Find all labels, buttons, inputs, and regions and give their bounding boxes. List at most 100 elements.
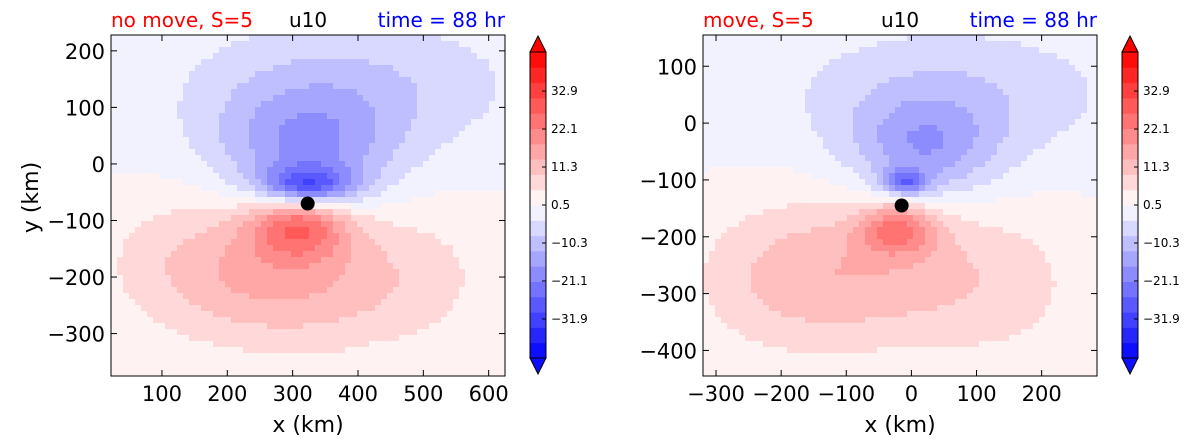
colorbar-level: [530, 266, 546, 282]
x-tick-label: 300: [273, 382, 313, 406]
y-tick-label: −200: [639, 226, 697, 250]
colorbar-level: [1122, 67, 1138, 84]
colorbar-level: [1122, 97, 1138, 114]
colorbar-level: [530, 281, 546, 298]
colorbar: 32.9 22.1 11.3 0.5 −10.3 −21.1 −31.9: [1121, 34, 1180, 376]
colorbar-level: [530, 143, 546, 160]
colorbar-tick-label: 32.9: [551, 84, 578, 98]
y-tick-label: 100: [65, 96, 105, 120]
colorbar-tick-label: −21.1: [1143, 274, 1180, 288]
colorbar-level: [1122, 342, 1138, 359]
colorbar-level: [1122, 189, 1138, 206]
y-tick-label: −100: [639, 169, 697, 193]
colorbar-level: [530, 312, 546, 328]
colorbar-tick-label: −31.9: [1143, 312, 1180, 326]
plot-frame: [702, 34, 1098, 377]
colorbar-tick-label: 11.3: [1143, 160, 1170, 174]
y-tick-label: −200: [47, 266, 105, 290]
colorbar-level: [530, 220, 546, 237]
colorbar: 32.9 22.1 11.3 0.5 −10.3 −21.1 −31.9: [529, 34, 588, 376]
colorbar-extend-max: [529, 34, 547, 53]
panel-1: 100 200 300 400 500 600 200 100 0 −100 −200 −300 no …: [19, 8, 588, 438]
colorbar-level: [1122, 220, 1138, 237]
colorbar-tick-label: −10.3: [551, 236, 588, 250]
title-center: u10: [881, 8, 919, 32]
plot-frame: [110, 34, 506, 377]
colorbar-tick-label: 0.5: [551, 198, 570, 212]
colorbar-level: [1122, 52, 1138, 68]
colorbar-level: [530, 235, 546, 252]
colorbar-level: [1122, 82, 1138, 99]
colorbar-level: [530, 327, 546, 344]
colorbar-level: [530, 159, 546, 175]
colorbar-level: [530, 128, 546, 145]
colorbar-level: [530, 342, 546, 359]
colorbar-level: [1122, 159, 1138, 175]
colorbar-level: [530, 113, 546, 129]
x-tick-label: −100: [817, 382, 875, 406]
colorbar-tick-label: −31.9: [551, 312, 588, 326]
colorbar-level: [1122, 174, 1138, 191]
contour-field: [703, 35, 1097, 376]
colorbar-level: [1122, 296, 1138, 313]
storm-center-marker: [300, 196, 315, 211]
y-tick-label: −300: [639, 283, 697, 307]
colorbar-level: [1122, 281, 1138, 298]
x-tick-label: −200: [752, 382, 810, 406]
colorbar-level: [1122, 250, 1138, 267]
colorbar-level: [530, 97, 546, 114]
colorbar-level: [1122, 128, 1138, 145]
y-tick-label: −100: [47, 209, 105, 233]
colorbar-level: [1122, 312, 1138, 328]
title-right: time = 88 hr: [970, 8, 1098, 32]
colorbar-level: [1122, 235, 1138, 252]
colorbar-level: [530, 189, 546, 206]
colorbar-level: [530, 82, 546, 99]
colorbar-extend-max: [1121, 34, 1139, 53]
colorbar-tick-label: 22.1: [551, 122, 578, 136]
colorbar-extend-min: [529, 357, 547, 376]
y-tick-label: 0: [92, 153, 105, 177]
colorbar-level: [1122, 143, 1138, 160]
x-tick-label: 600: [469, 382, 509, 406]
storm-center-marker: [894, 198, 909, 213]
x-tick-label: 100: [956, 382, 996, 406]
colorbar-tick-label: −10.3: [1143, 236, 1180, 250]
x-tick-label: 500: [403, 382, 443, 406]
y-axis-label: y (km): [19, 162, 44, 233]
x-axis-label: x (km): [272, 413, 343, 438]
title-left: no move, S=5: [111, 8, 253, 32]
x-tick-label: 100: [142, 382, 182, 406]
colorbar-level: [530, 174, 546, 191]
title-left: move, S=5: [703, 8, 814, 32]
colorbar-tick-label: 22.1: [1143, 122, 1170, 136]
x-tick-label: −300: [687, 382, 745, 406]
contour-field: [111, 35, 505, 376]
title-right: time = 88 hr: [378, 8, 506, 32]
y-tick-label: −400: [639, 339, 697, 363]
colorbar-level: [1122, 113, 1138, 129]
colorbar-level: [1122, 205, 1138, 221]
x-tick-label: 0: [905, 382, 918, 406]
colorbar-tick-label: −21.1: [551, 274, 588, 288]
y-tick-label: 100: [657, 55, 697, 79]
colorbar-level: [1122, 266, 1138, 282]
y-tick-label: 200: [65, 40, 105, 64]
x-tick-label: 200: [207, 382, 247, 406]
colorbar-level: [530, 67, 546, 84]
colorbar-level: [530, 250, 546, 267]
x-axis-label: x (km): [864, 413, 935, 438]
colorbar-tick-label: 0.5: [1143, 198, 1162, 212]
y-tick-label: 0: [684, 112, 697, 136]
colorbar-level: [530, 205, 546, 221]
panel-2: −300 −200 −100 0 100 200 100 0 −100 −200 −300 −400 m…: [639, 8, 1179, 438]
x-tick-label: 200: [1022, 382, 1062, 406]
colorbar-tick-label: 32.9: [1143, 84, 1170, 98]
colorbar-tick-label: 11.3: [551, 160, 578, 174]
colorbar-level: [530, 52, 546, 68]
x-tick-label: 400: [338, 382, 378, 406]
colorbar-level: [1122, 327, 1138, 344]
y-tick-label: −300: [47, 323, 105, 347]
colorbar-extend-min: [1121, 357, 1139, 376]
